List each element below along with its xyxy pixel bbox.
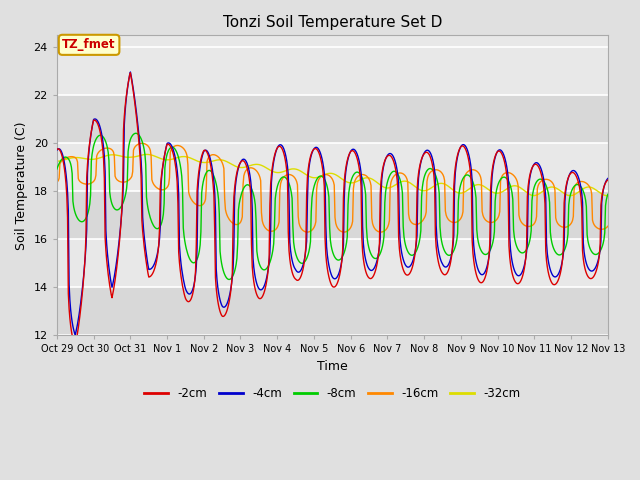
Y-axis label: Soil Temperature (C): Soil Temperature (C) xyxy=(15,121,28,250)
Bar xyxy=(57,240,608,288)
Title: Tonzi Soil Temperature Set D: Tonzi Soil Temperature Set D xyxy=(223,15,442,30)
Bar xyxy=(57,96,608,144)
Text: TZ_fmet: TZ_fmet xyxy=(62,38,116,51)
Bar xyxy=(57,48,608,96)
X-axis label: Time: Time xyxy=(317,360,348,373)
Legend: -2cm, -4cm, -8cm, -16cm, -32cm: -2cm, -4cm, -8cm, -16cm, -32cm xyxy=(140,382,525,404)
Bar xyxy=(57,288,608,336)
Bar xyxy=(57,192,608,240)
Bar xyxy=(57,144,608,192)
